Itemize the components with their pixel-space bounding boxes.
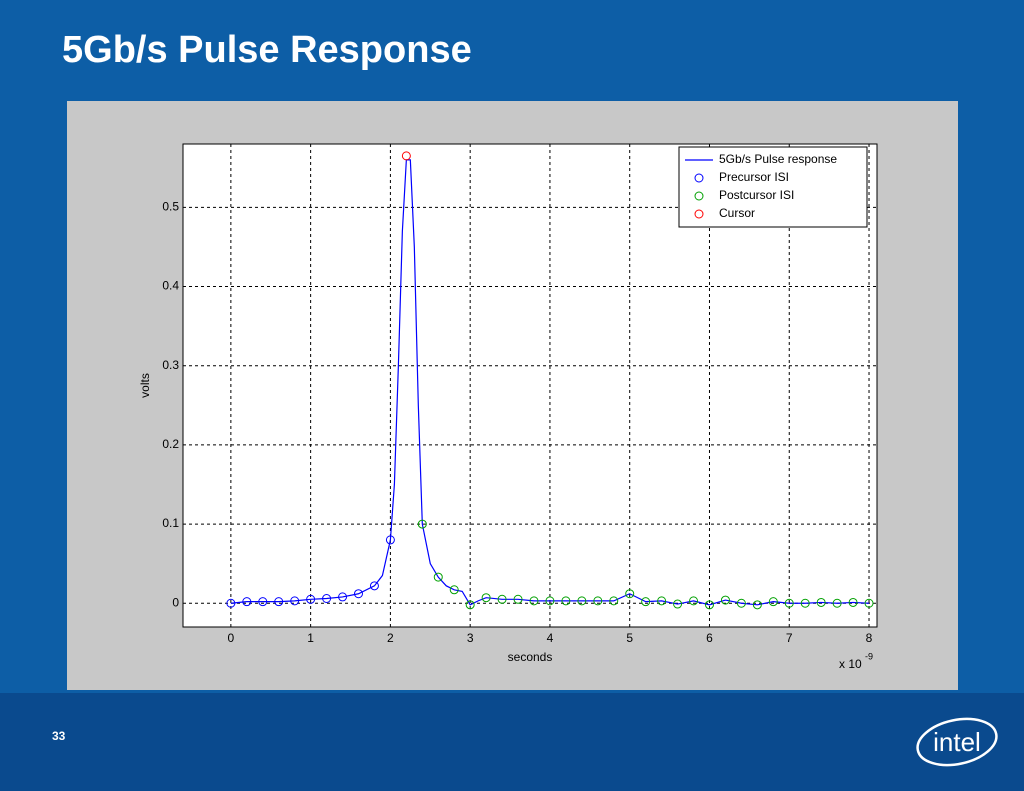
- data-marker: [784, 598, 794, 608]
- data-marker: [593, 596, 603, 606]
- page-number: 33: [52, 729, 66, 743]
- y-tick-label: 0: [172, 595, 179, 609]
- legend-label: Postcursor ISI: [719, 188, 794, 202]
- chart: 0 0.1 0.2 0.3 0.4 0.5 0 1 2 3 4 5 6 7 8 seconds volts x 1…: [138, 144, 877, 671]
- data-marker: [720, 595, 730, 605]
- legend-swatch: [694, 173, 704, 183]
- data-marker: [625, 589, 635, 599]
- data-marker: [258, 597, 268, 607]
- data-marker: [577, 596, 587, 606]
- legend-label: 5Gb/s Pulse response: [719, 152, 837, 166]
- data-marker: [481, 593, 491, 603]
- logo: intel: [933, 727, 981, 757]
- x-tick-label: 5: [626, 631, 633, 645]
- data-marker: [657, 596, 667, 606]
- legend-label: Cursor: [719, 206, 755, 220]
- y-tick-label: 0.4: [162, 279, 179, 293]
- data-marker: [529, 596, 539, 606]
- y-tick-label: 0.2: [162, 437, 179, 451]
- data-marker: [449, 585, 459, 595]
- data-marker: [417, 519, 427, 529]
- y-axis-label: volts: [138, 373, 152, 398]
- data-marker: [465, 600, 475, 610]
- data-marker: [848, 597, 858, 607]
- x-tick-label: 3: [467, 631, 474, 645]
- x-tick-label: 8: [866, 631, 873, 645]
- x-tick-label: 6: [706, 631, 713, 645]
- x-multiplier: x 10: [839, 657, 862, 671]
- x-axis-label: seconds: [508, 650, 553, 664]
- data-marker: [689, 596, 699, 606]
- data-marker: [513, 594, 523, 604]
- legend-swatch: [694, 191, 704, 201]
- x-tick-label: 4: [547, 631, 554, 645]
- x-tick-label: 1: [307, 631, 314, 645]
- data-marker: [306, 594, 316, 604]
- legend-label: Precursor ISI: [719, 170, 789, 184]
- data-marker: [561, 596, 571, 606]
- data-marker: [322, 593, 332, 603]
- data-marker: [385, 535, 395, 545]
- data-marker: [768, 597, 778, 607]
- data-marker: [832, 598, 842, 608]
- data-marker: [816, 597, 826, 607]
- x-tick-label: 0: [228, 631, 235, 645]
- x-tick-label: 2: [387, 631, 394, 645]
- data-marker: [609, 596, 619, 606]
- data-marker: [752, 600, 762, 610]
- y-tick-label: 0.1: [162, 516, 179, 530]
- data-marker: [641, 597, 651, 607]
- slide-title: 5Gb/s Pulse Response: [62, 29, 472, 71]
- data-marker: [673, 599, 683, 609]
- x-tick-label: 7: [786, 631, 793, 645]
- data-marker: [274, 597, 284, 607]
- x-exponent: -9: [865, 651, 873, 661]
- data-marker: [290, 596, 300, 606]
- y-tick-label: 0.5: [162, 200, 179, 214]
- footer-band: [0, 693, 1024, 791]
- data-marker: [497, 594, 507, 604]
- y-tick-label: 0.3: [162, 358, 179, 372]
- data-marker: [433, 572, 443, 582]
- data-marker: [242, 597, 252, 607]
- data-marker: [369, 581, 379, 591]
- data-marker: [800, 598, 810, 608]
- data-marker: [864, 598, 874, 608]
- data-marker: [338, 592, 348, 602]
- logo-swoosh: [916, 717, 998, 767]
- data-marker: [401, 151, 411, 161]
- legend-swatch: [694, 209, 704, 219]
- data-marker: [353, 589, 363, 599]
- data-marker: [704, 600, 714, 610]
- data-marker: [736, 598, 746, 608]
- data-marker: [226, 598, 236, 608]
- data-marker: [545, 596, 555, 606]
